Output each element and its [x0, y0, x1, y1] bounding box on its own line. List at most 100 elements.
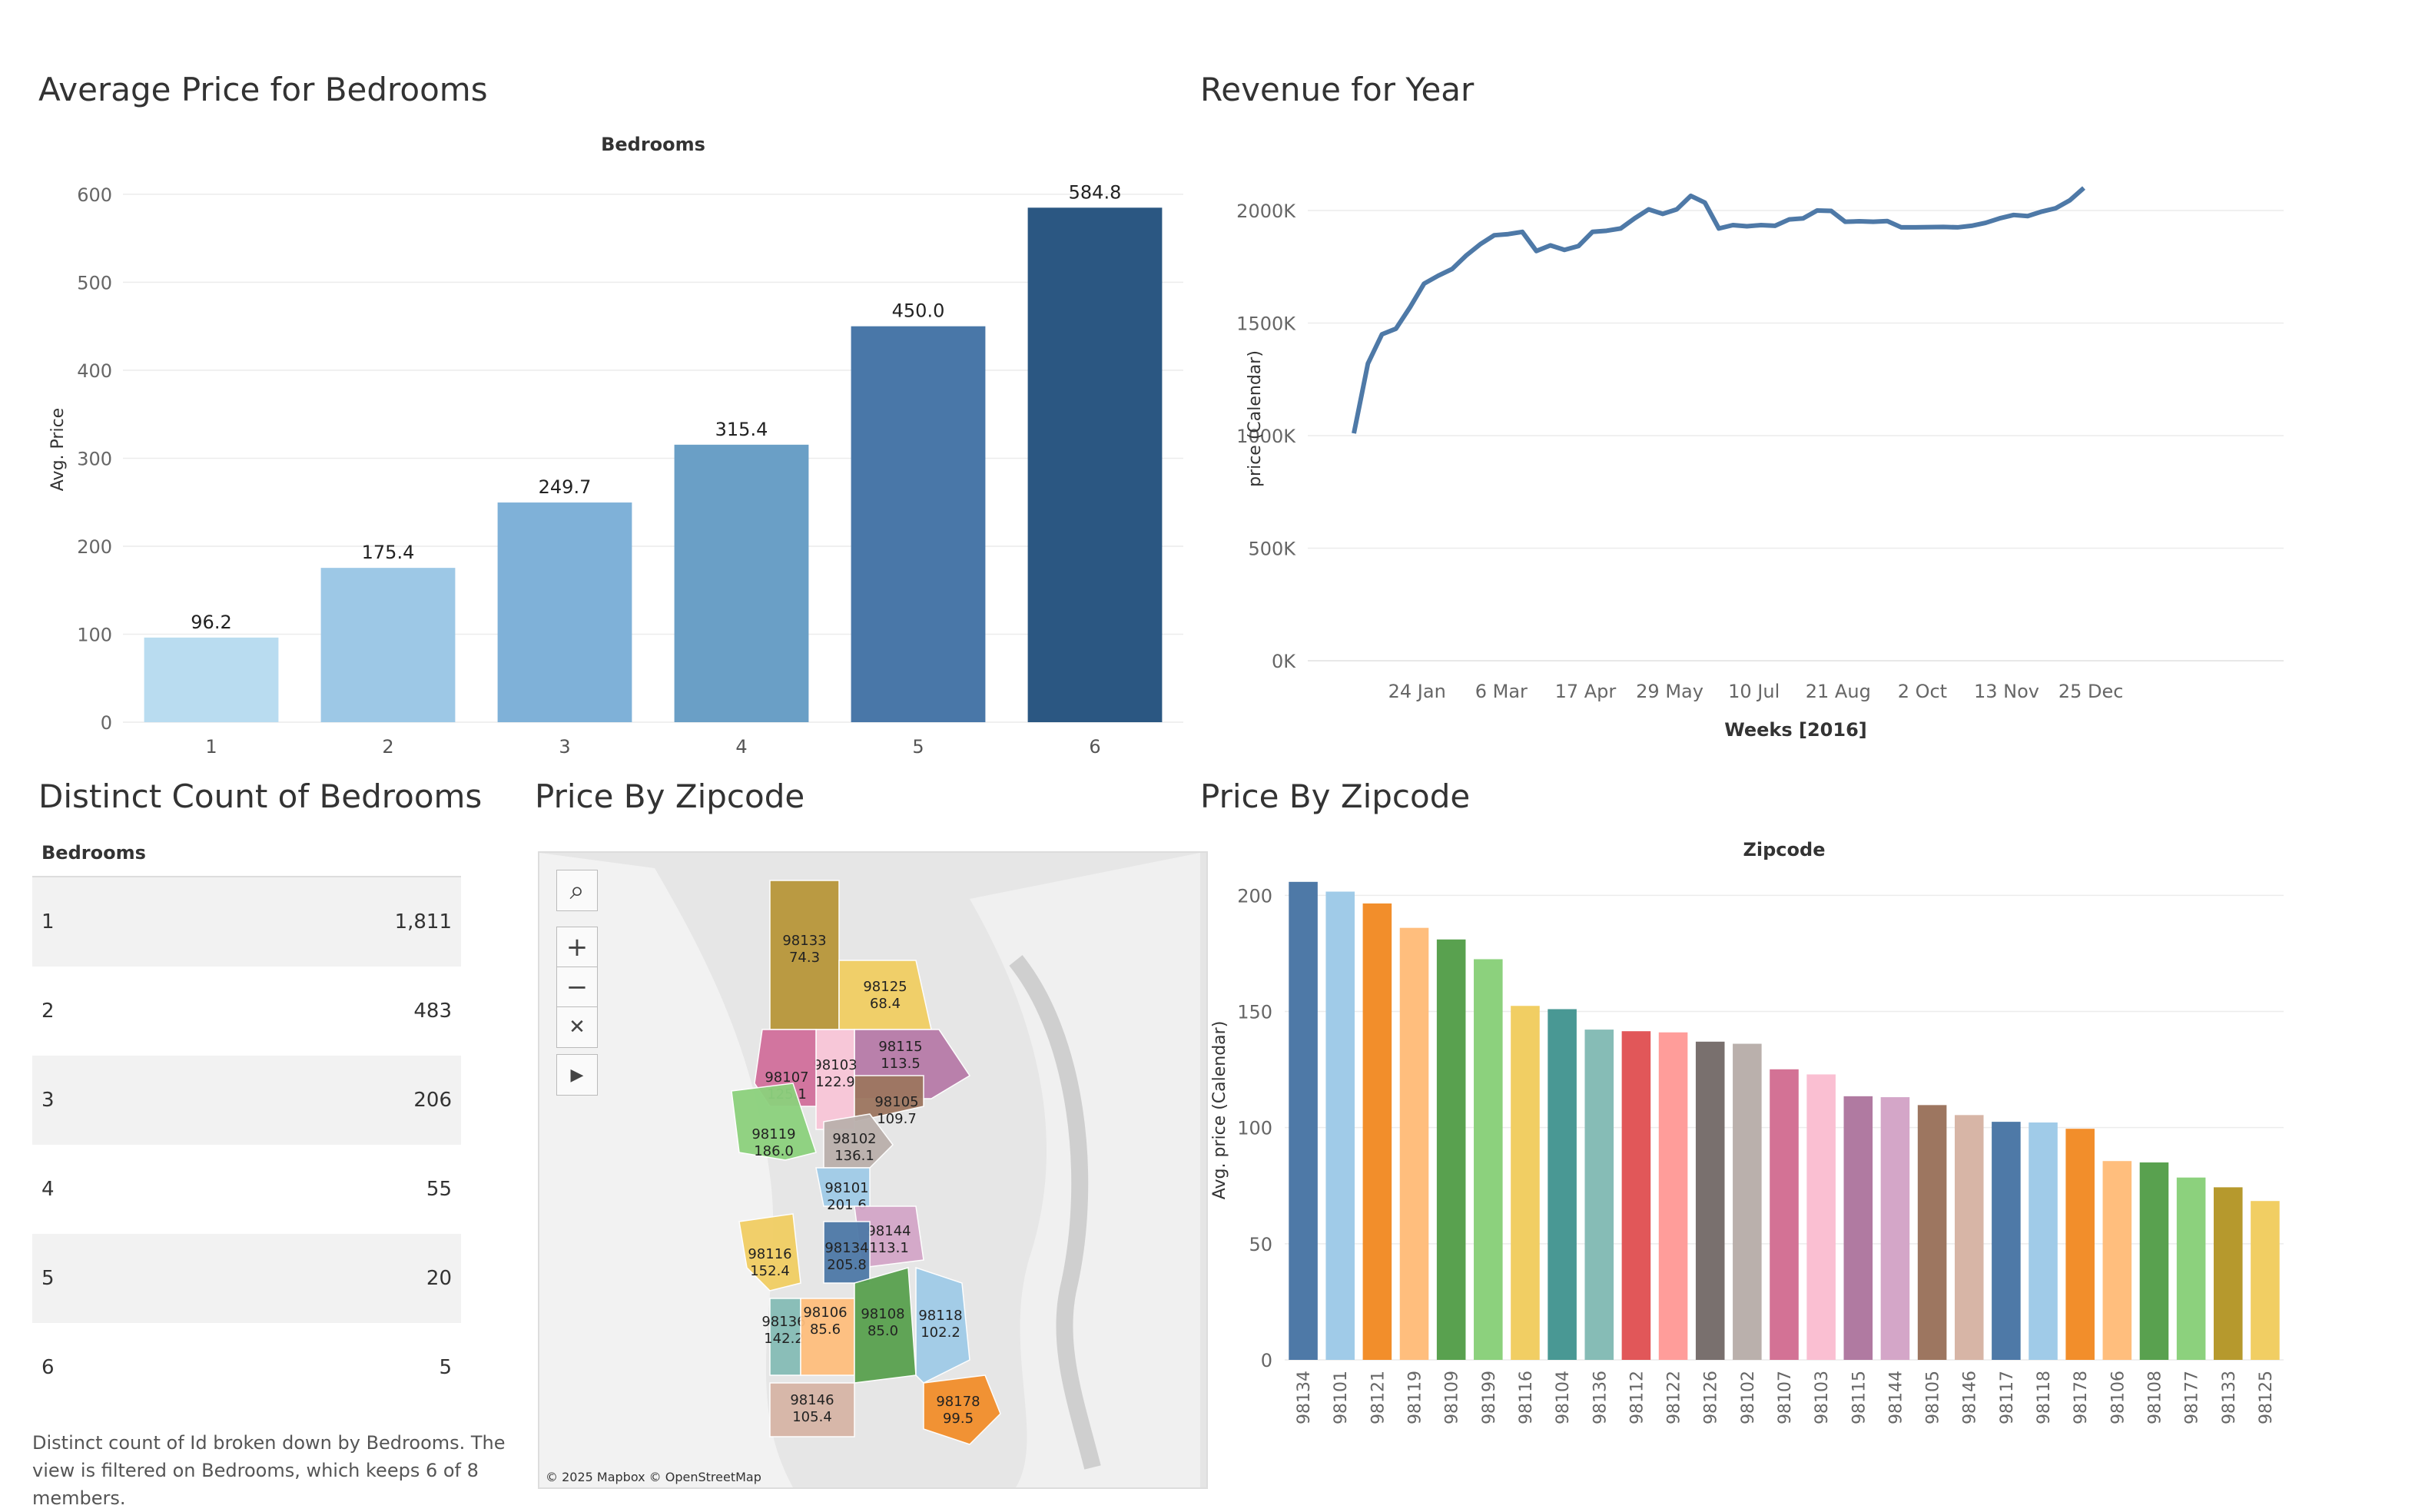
x-tick-label: 98104: [1554, 1371, 1573, 1424]
bar: [1880, 1097, 1910, 1360]
x-tick-label: 21 Aug: [1806, 681, 1871, 702]
zip-region-label: 98119: [751, 1126, 795, 1142]
zip-region-label: 98118: [918, 1308, 962, 1324]
table-row[interactable]: 5 20: [32, 1234, 461, 1323]
zip-region-price: 113.5: [881, 1056, 921, 1072]
zip-region-label: 98106: [803, 1305, 847, 1321]
bar-data-label: 249.7: [539, 476, 592, 498]
bar: [851, 326, 986, 722]
x-axis-title: Weeks [2016]: [1724, 719, 1867, 741]
bar: [1399, 927, 1429, 1360]
play-icon[interactable]: ▶: [556, 1054, 598, 1096]
x-tick-label: 98105: [1924, 1371, 1943, 1424]
zip-region-label: 98115: [878, 1039, 922, 1055]
zip-region: [738, 1213, 801, 1292]
bar: [1806, 1074, 1836, 1360]
zip-region-price: 85.6: [810, 1321, 841, 1338]
x-tick-label: 98133: [2220, 1371, 2239, 1424]
bar: [1436, 939, 1466, 1360]
table-row[interactable]: 2 483: [32, 967, 461, 1056]
bar: [1362, 903, 1392, 1360]
zip-region: [769, 1382, 855, 1437]
row-value: 206: [413, 1089, 452, 1112]
zip-map[interactable]: 98133 74.3 98125 68.4 98115 113.5 98103 122.9 98…: [538, 851, 1208, 1489]
zip-region-price: 186.0: [754, 1143, 794, 1159]
zip-region-price: 99.5: [943, 1411, 974, 1427]
x-tick-label: 5: [912, 736, 924, 758]
x-tick-label: 24 Jan: [1388, 681, 1446, 702]
bar: [1695, 1041, 1725, 1360]
y-axis-title: Avg. Price: [48, 408, 68, 491]
bar: [1992, 1122, 2021, 1360]
revenue-title: Revenue for Year: [1200, 71, 1475, 108]
zip-region-price: 142.2: [764, 1331, 804, 1347]
x-tick-label: 98101: [1332, 1371, 1351, 1424]
pin-clear-icon[interactable]: ✕: [556, 1006, 598, 1048]
row-label: 2: [41, 1000, 55, 1023]
x-tick-label: 98199: [1480, 1371, 1499, 1424]
x-tick-label: 4: [735, 736, 747, 758]
table-row[interactable]: 1 1,811: [32, 877, 461, 967]
y-tick-label: 200: [1237, 885, 1272, 907]
y-axis-title: price (Calendar): [1246, 350, 1265, 487]
bar: [144, 637, 279, 722]
row-label: 4: [41, 1178, 55, 1201]
table-row[interactable]: 3 206: [32, 1056, 461, 1145]
bar-data-label: 584.8: [1069, 181, 1122, 203]
x-tick-label: 98118: [2035, 1371, 2054, 1424]
x-tick-label: 17 Apr: [1555, 681, 1617, 702]
bar: [674, 444, 809, 722]
x-tick-label: 6: [1089, 736, 1100, 758]
zip-region: [731, 1083, 817, 1161]
row-value: 20: [426, 1267, 452, 1290]
x-axis-title: Zipcode: [1743, 839, 1826, 860]
y-tick-label: 100: [1237, 1118, 1272, 1139]
bedroom-price-chart[interactable]: Bedrooms Avg. Price 0 100 200 300 400 500 600 96.…: [0, 123, 1199, 830]
zip-region: [915, 1266, 970, 1384]
bar: [2214, 1187, 2243, 1360]
zip-region-price: 85.0: [867, 1323, 898, 1339]
x-tick-label: 98115: [1849, 1371, 1869, 1424]
x-tick-label: 98125: [2257, 1371, 2276, 1424]
zip-region-price: 68.4: [870, 996, 901, 1012]
zip-region-label: 98101: [824, 1180, 868, 1196]
bar: [1843, 1096, 1873, 1360]
bar: [1770, 1069, 1799, 1360]
x-tick-label: 98121: [1368, 1371, 1388, 1424]
zoom-in-icon[interactable]: +: [556, 927, 598, 968]
bar: [2029, 1122, 2058, 1360]
bar: [2102, 1161, 2132, 1360]
zip-region: [838, 960, 932, 1030]
bar-data-label: 96.2: [191, 612, 231, 633]
bedroom-price-title: Average Price for Bedrooms: [38, 71, 488, 108]
bar: [1733, 1043, 1762, 1360]
bar: [1511, 1006, 1540, 1360]
table-row[interactable]: 4 55: [32, 1145, 461, 1234]
x-tick-label: 98136: [1591, 1371, 1610, 1424]
x-tick-label: 2 Oct: [1898, 681, 1947, 702]
x-tick-label: 98102: [1739, 1371, 1758, 1424]
bar: [1621, 1031, 1651, 1360]
y-tick-label: 100: [77, 624, 112, 645]
y-tick-label: 600: [77, 184, 112, 206]
revenue-chart[interactable]: 0K 500K 1000K 1500K 2000K 24 Jan 6 Mar 17 Apr 29…: [1200, 123, 2353, 784]
bar: [2176, 1177, 2206, 1360]
bar: [1289, 881, 1318, 1360]
search-icon[interactable]: ⌕: [556, 870, 598, 911]
zip-price-chart[interactable]: Zipcode Avg. price (Calendar) 0 50 100 150 200…: [1200, 830, 2353, 1460]
bar: [1584, 1030, 1614, 1360]
x-tick-label: 98109: [1443, 1371, 1462, 1424]
row-value: 55: [426, 1178, 452, 1201]
row-label: 6: [41, 1356, 55, 1379]
y-tick-label: 500: [77, 272, 112, 293]
bedroom-count-title: Distinct Count of Bedrooms: [38, 778, 483, 815]
zoom-out-icon[interactable]: −: [556, 967, 598, 1008]
bar: [2065, 1129, 2095, 1360]
y-tick-label: 0: [101, 712, 112, 734]
y-tick-label: 0K: [1272, 651, 1296, 672]
y-tick-label: 1500K: [1236, 313, 1296, 334]
x-tick-label: 98144: [1886, 1371, 1906, 1424]
x-axis-title: Bedrooms: [601, 134, 705, 155]
y-tick-label: 50: [1249, 1234, 1272, 1255]
